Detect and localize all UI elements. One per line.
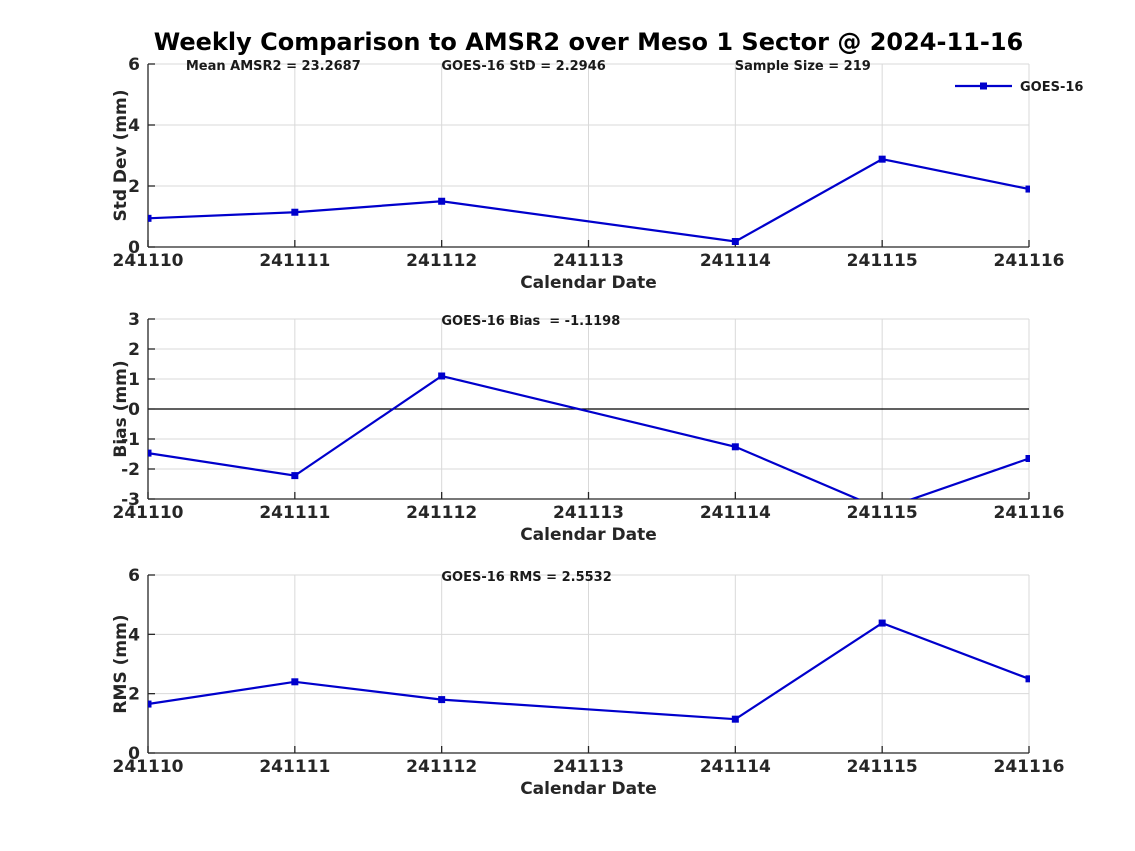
annotation: GOES-16 StD = 2.2946 [441, 59, 605, 74]
x-axis-title: Calendar Date [520, 273, 657, 293]
x-tick-label: 241112 [406, 503, 477, 523]
y-tick-label: 6 [128, 55, 140, 75]
y-tick-label: -1 [121, 430, 140, 450]
data-point-marker [148, 214, 152, 222]
y-tick-label: 2 [128, 340, 140, 360]
x-tick-label: 241113 [553, 757, 624, 777]
x-tick-label: 241114 [700, 757, 771, 777]
data-point-marker [438, 372, 446, 380]
x-axis-title: Calendar Date [520, 779, 657, 799]
data-point-marker [731, 443, 739, 451]
data-point-marker [1025, 185, 1030, 193]
data-point-marker [291, 208, 299, 216]
data-point-marker [878, 155, 886, 163]
series-line [148, 374, 1030, 499]
x-tick-label: 241111 [259, 251, 330, 271]
data-point-marker [291, 472, 299, 480]
y-tick-label: -3 [121, 490, 140, 510]
x-tick-label: 241116 [994, 251, 1065, 271]
x-tick-label: 241113 [553, 503, 624, 523]
x-tick-label: 241110 [113, 503, 184, 523]
x-tick-label: 241116 [994, 757, 1065, 777]
x-tick-label: 241115 [847, 757, 918, 777]
y-tick-label: 0 [128, 400, 140, 420]
annotation: Sample Size = 219 [735, 59, 871, 74]
y-tick-label: 2 [128, 177, 140, 197]
x-tick-label: 241114 [700, 503, 771, 523]
data-point-marker [148, 449, 152, 457]
x-tick-label: 241112 [406, 757, 477, 777]
data-point-marker [878, 619, 886, 627]
x-axis-title: Calendar Date [520, 525, 657, 545]
y-axis-title: Std Dev (mm) [111, 89, 131, 221]
x-tick-label: 241116 [994, 503, 1065, 523]
subplot-bias: 241110 241111 241112 241113 241114 241115 2411… [111, 310, 1064, 545]
series-line [148, 158, 1030, 243]
figure-title: Weekly Comparison to AMSR2 over Meso 1 S… [153, 28, 1024, 56]
y-tick-label: 4 [128, 116, 140, 136]
series-line [148, 621, 1030, 721]
x-tick-label: 241113 [553, 251, 624, 271]
y-tick-label: -2 [121, 460, 140, 480]
data-point-marker [148, 700, 152, 708]
legend-label: GOES-16 [1020, 80, 1083, 95]
subplot-rms: 241110 241111 241112 241113 241114 241115 2411… [111, 566, 1064, 799]
data-point-marker [731, 715, 739, 723]
x-tick-label: 241115 [847, 251, 918, 271]
data-point-marker [438, 696, 446, 704]
annotation: GOES-16 RMS = 2.5532 [441, 570, 611, 585]
data-point-marker [1025, 455, 1030, 462]
y-tick-label: 2 [128, 685, 140, 705]
x-tick-label: 241110 [113, 757, 184, 777]
data-point-marker [731, 238, 739, 246]
annotation: GOES-16 Bias = -1.1198 [441, 314, 620, 329]
y-tick-label: 0 [128, 744, 140, 764]
y-tick-label: 3 [128, 310, 140, 330]
data-point-marker [291, 678, 299, 686]
x-tick-label: 241111 [259, 757, 330, 777]
x-tick-label: 241111 [259, 503, 330, 523]
x-tick-label: 241112 [406, 251, 477, 271]
y-tick-label: 4 [128, 625, 140, 645]
subplot-std-dev: 241110 241111 241112 241113 241114 241115 2411… [111, 55, 1083, 293]
y-tick-label: 0 [128, 238, 140, 258]
x-tick-label: 241110 [113, 251, 184, 271]
y-tick-label: 6 [128, 566, 140, 586]
y-axis-title: RMS (mm) [111, 614, 131, 713]
y-tick-label: 1 [128, 370, 140, 390]
annotation: Mean AMSR2 = 23.2687 [186, 59, 361, 74]
legend-marker [980, 82, 987, 90]
y-axis-title: Bias (mm) [111, 360, 131, 457]
data-point-marker [438, 197, 446, 205]
data-point-marker [1025, 675, 1030, 683]
legend: GOES-16 [955, 80, 1083, 95]
x-tick-label: 241115 [847, 503, 918, 523]
x-tick-label: 241114 [700, 251, 771, 271]
